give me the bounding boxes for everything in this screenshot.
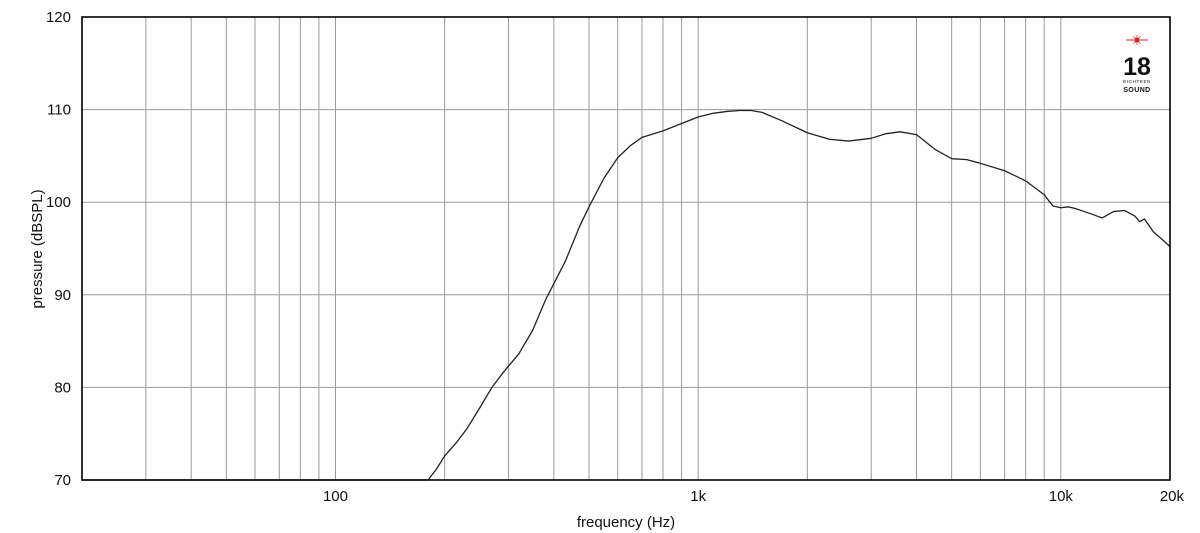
response-curve-layer — [82, 109, 1171, 481]
y-tick-label: 80 — [54, 379, 71, 396]
gridlines — [81, 16, 1171, 481]
y-tick-label: 110 — [47, 102, 71, 119]
y-tick-label: 90 — [54, 287, 71, 304]
plot-frame — [81, 16, 1171, 481]
response-curve — [82, 109, 1171, 481]
eighteen-sound-logo: 18 EIGHTEEN SOUND — [1123, 34, 1151, 94]
star-icon — [1126, 34, 1148, 46]
y-tick-labels: 70 80 90 100 110 120 — [46, 9, 71, 489]
x-tick-label: 1k — [690, 488, 706, 505]
x-tick-labels: 100 1k 10k 20k — [323, 488, 1185, 505]
logo-number: 18 — [1123, 53, 1151, 81]
y-tick-label: 120 — [46, 9, 71, 26]
x-tick-label: 20k — [1160, 488, 1185, 505]
x-axis-label: frequency (Hz) — [577, 514, 675, 531]
logo-bottom-text: SOUND — [1123, 87, 1150, 94]
x-tick-label: 10k — [1049, 488, 1074, 505]
y-axis-label: pressure (dBSPL) — [29, 189, 46, 308]
x-tick-label: 100 — [323, 488, 348, 505]
logo-top-text: EIGHTEEN — [1123, 79, 1151, 84]
y-tick-label: 100 — [46, 194, 71, 211]
y-tick-label: 70 — [54, 472, 71, 489]
